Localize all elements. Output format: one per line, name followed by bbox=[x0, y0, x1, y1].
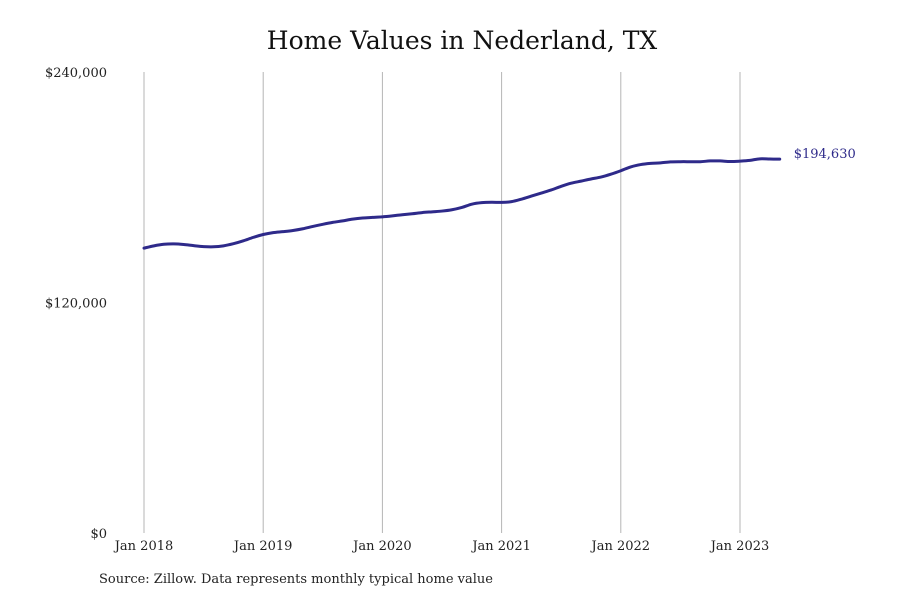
y-tick-label: $240,000 bbox=[45, 66, 107, 81]
x-tick-label: Jan 2022 bbox=[590, 539, 651, 554]
series-line bbox=[142, 157, 782, 250]
chart-title: Home Values in Nederland, TX bbox=[266, 26, 658, 55]
source-note: Source: Zillow. Data represents monthly … bbox=[99, 572, 493, 587]
x-tick-label: Jan 2018 bbox=[113, 539, 174, 554]
x-tick-label: Jan 2021 bbox=[470, 539, 531, 554]
x-tick-label: Jan 2023 bbox=[709, 539, 770, 554]
series-layer bbox=[142, 157, 782, 250]
end-value-label: $194,630 bbox=[794, 147, 856, 162]
y-tick-label: $0 bbox=[90, 527, 107, 542]
grid-lines bbox=[143, 72, 741, 533]
x-tick-label: Jan 2020 bbox=[351, 539, 412, 554]
x-tick-label: Jan 2019 bbox=[232, 539, 293, 554]
y-tick-label: $120,000 bbox=[45, 297, 107, 312]
axis-labels: Jan 2018 Jan 2019 Jan 2020 Jan 2021 Jan 2022… bbox=[45, 66, 856, 554]
